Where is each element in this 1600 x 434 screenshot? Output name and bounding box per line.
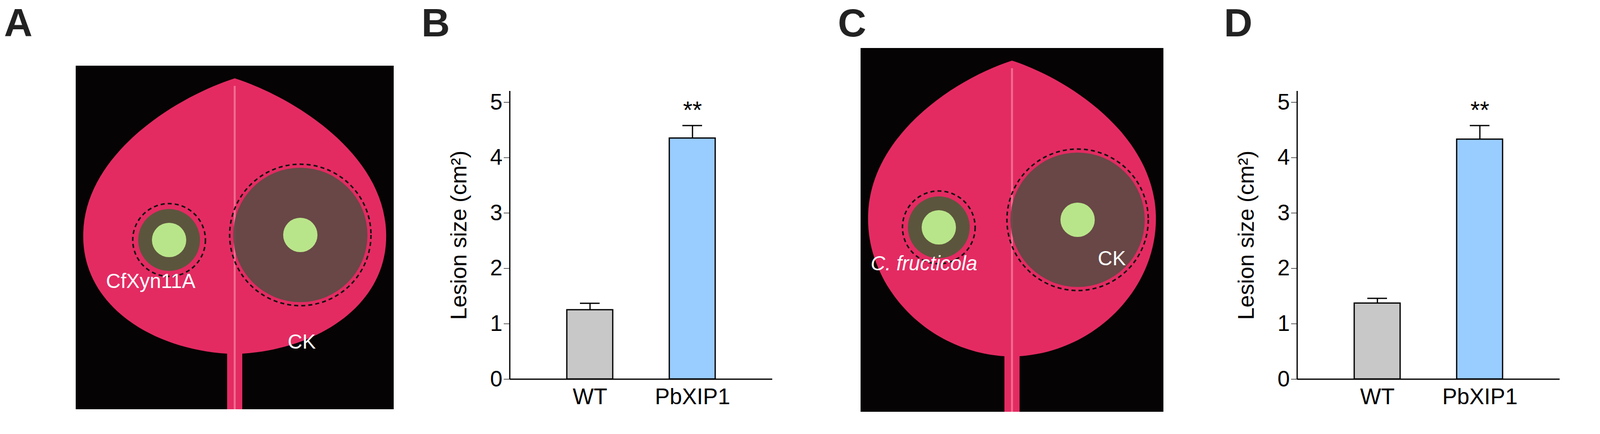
html-text:C: C <box>837 0 867 45</box>
svg-text:PbXIP1: PbXIP1 <box>654 383 730 409</box>
svg-text:5: 5 <box>490 89 503 115</box>
svg-text:5: 5 <box>1277 89 1290 115</box>
svg-text:Lesion size (cm²): Lesion size (cm²) <box>1233 150 1259 320</box>
html-text:D: D <box>1223 0 1253 45</box>
svg-text:WT: WT <box>1360 383 1395 409</box>
svg-text:3: 3 <box>1277 199 1290 225</box>
svg-text:0: 0 <box>490 365 503 391</box>
svg-text:4: 4 <box>1277 144 1290 170</box>
svg-text:WT: WT <box>572 383 608 409</box>
svg-text:CfXyn11A: CfXyn11A <box>105 269 196 292</box>
svg-text:1: 1 <box>1277 310 1290 336</box>
svg-text:**: ** <box>682 96 702 124</box>
svg-text:2: 2 <box>490 254 503 280</box>
svg-text:PbXIP1: PbXIP1 <box>1442 383 1518 409</box>
svg-text:Lesion size (cm²): Lesion size (cm²) <box>446 150 471 320</box>
svg-text:C. fructicola: C. fructicola <box>870 251 978 275</box>
svg-text:2: 2 <box>1277 254 1290 280</box>
svg-text:3: 3 <box>490 199 503 225</box>
svg-text:1: 1 <box>490 310 503 336</box>
svg-text:CK: CK <box>287 330 316 353</box>
svg-text:0: 0 <box>1277 365 1290 391</box>
svg-text:**: ** <box>1470 96 1489 124</box>
svg-text:4: 4 <box>490 144 503 170</box>
html-text:B: B <box>421 0 450 45</box>
html-text:A: A <box>4 0 33 45</box>
svg-text:CK: CK <box>1097 246 1127 270</box>
